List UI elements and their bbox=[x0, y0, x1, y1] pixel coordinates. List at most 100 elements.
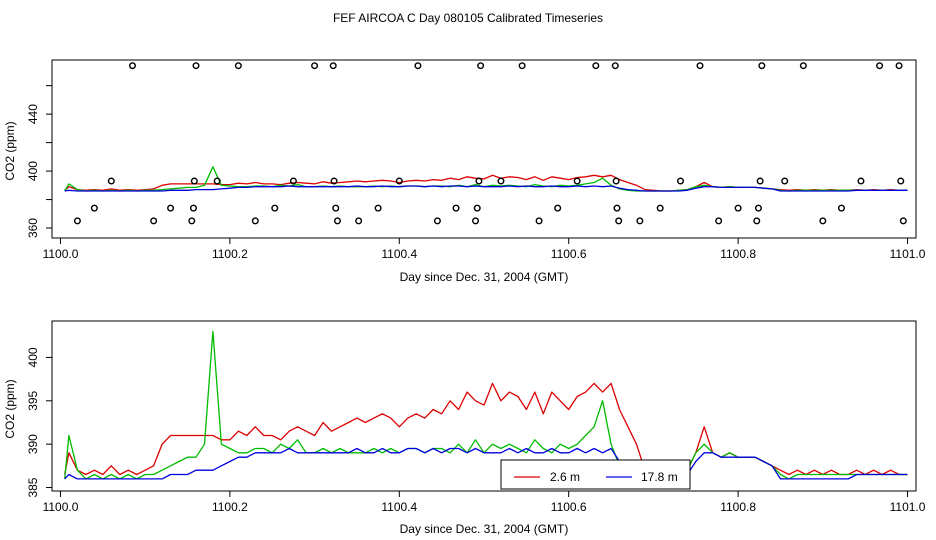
bottom-x-tick-label: 1100.8 bbox=[720, 500, 756, 514]
calibration-point bbox=[837, 204, 845, 212]
bottom-y-tick-label: 390 bbox=[26, 434, 40, 454]
calibration-point bbox=[472, 217, 480, 225]
calibration-point bbox=[799, 62, 807, 70]
top-calibration-points bbox=[73, 62, 907, 225]
calibration-point bbox=[73, 217, 81, 225]
calibration-point bbox=[128, 62, 136, 70]
calibration-point bbox=[271, 204, 279, 212]
calibration-point bbox=[333, 217, 341, 225]
calibration-point bbox=[636, 217, 644, 225]
calibration-point bbox=[656, 204, 664, 212]
top-series-2.6m bbox=[64, 174, 908, 192]
legend-box bbox=[500, 459, 691, 490]
calibration-point bbox=[414, 62, 422, 70]
top-plot-frame bbox=[51, 59, 917, 239]
calibration-point bbox=[189, 204, 197, 212]
calibration-point bbox=[734, 204, 742, 212]
calibration-point bbox=[395, 177, 403, 185]
top-x-tick-label: 1100.6 bbox=[551, 247, 587, 261]
calibration-point bbox=[234, 62, 242, 70]
bottom-series-2.6m bbox=[64, 382, 908, 480]
bottom-x-axis-label: Day since Dec. 31, 2004 (GMT) bbox=[400, 522, 569, 536]
bottom-x-tick-label: 1100.2 bbox=[212, 500, 248, 514]
top-y-tick-label: 360 bbox=[26, 218, 40, 238]
calibration-point bbox=[330, 177, 338, 185]
legend: 2.6 m 17.8 m bbox=[500, 459, 691, 490]
bottom-x-tick-label: 1101.0 bbox=[890, 500, 926, 514]
top-series-17.8m bbox=[64, 185, 908, 192]
bottom-y-axis-label: CO2 (ppm) bbox=[3, 379, 17, 438]
bottom-y-axis: 385 390 395 400 bbox=[26, 347, 52, 498]
calibration-point bbox=[677, 177, 685, 185]
calibration-point bbox=[433, 217, 441, 225]
calibration-point bbox=[518, 62, 526, 70]
top-x-tick-label: 1101.0 bbox=[890, 247, 926, 261]
top-y-axis: 360 400 440 bbox=[26, 85, 52, 238]
calibration-point bbox=[756, 177, 764, 185]
legend-label-2.6m: 2.6 m bbox=[550, 470, 580, 484]
calibration-point bbox=[90, 204, 98, 212]
calibration-point bbox=[535, 217, 543, 225]
calibration-point bbox=[753, 217, 761, 225]
calibration-point bbox=[573, 177, 581, 185]
calibration-point bbox=[897, 177, 905, 185]
calibration-point bbox=[819, 217, 827, 225]
top-y-tick-label: 400 bbox=[26, 161, 40, 181]
top-y-axis-label: CO2 (ppm) bbox=[3, 121, 17, 180]
calibration-point bbox=[857, 177, 865, 185]
calibration-point bbox=[374, 204, 382, 212]
top-x-tick-label: 1100.8 bbox=[720, 247, 756, 261]
bottom-series-lines bbox=[64, 330, 908, 480]
chart-title: FEF AIRCOA C Day 080105 Calibrated Times… bbox=[333, 11, 603, 25]
calibration-point bbox=[611, 62, 619, 70]
calibration-point bbox=[475, 177, 483, 185]
calibration-point bbox=[592, 62, 600, 70]
top-plot-panel: 1100.0 1100.2 1100.4 1100.6 1100.8 1101.0 360… bbox=[3, 59, 926, 284]
top-x-tick-label: 1100.0 bbox=[43, 247, 79, 261]
calibration-point bbox=[190, 177, 198, 185]
top-x-tick-label: 1100.2 bbox=[212, 247, 248, 261]
calibration-point bbox=[758, 62, 766, 70]
calibration-point bbox=[554, 204, 562, 212]
calibration-point bbox=[192, 62, 200, 70]
top-y-tick-label: 440 bbox=[26, 104, 40, 124]
bottom-y-tick-label: 385 bbox=[26, 477, 40, 497]
calibration-point bbox=[497, 177, 505, 185]
calibration-point bbox=[355, 217, 363, 225]
calibration-point bbox=[473, 204, 481, 212]
top-x-tick-label: 1100.4 bbox=[381, 247, 417, 261]
calibration-point bbox=[107, 177, 115, 185]
legend-label-17.8m: 17.8 m bbox=[641, 470, 678, 484]
calibration-point bbox=[781, 177, 789, 185]
calibration-point bbox=[251, 217, 259, 225]
bottom-series-c00bb00 bbox=[64, 330, 908, 480]
calibration-point bbox=[289, 177, 297, 185]
bottom-series-17.8m bbox=[64, 447, 908, 480]
calibration-point bbox=[311, 62, 319, 70]
calibration-point bbox=[167, 204, 175, 212]
bottom-y-tick-label: 395 bbox=[26, 390, 40, 410]
calibration-point bbox=[150, 217, 158, 225]
top-x-axis-label: Day since Dec. 31, 2004 (GMT) bbox=[400, 270, 569, 284]
bottom-x-axis: 1100.0 1100.2 1100.4 1100.6 1100.8 1101.0 bbox=[43, 491, 926, 514]
calibration-point bbox=[615, 217, 623, 225]
calibration-point bbox=[477, 62, 485, 70]
calibration-point bbox=[612, 177, 620, 185]
top-series-lines bbox=[64, 166, 908, 192]
calibration-point bbox=[715, 217, 723, 225]
calibration-point bbox=[613, 204, 621, 212]
calibration-point bbox=[899, 217, 907, 225]
top-x-axis: 1100.0 1100.2 1100.4 1100.6 1100.8 1101.0 bbox=[43, 238, 926, 261]
calibration-point bbox=[329, 62, 337, 70]
calibration-point bbox=[332, 204, 340, 212]
calibration-point bbox=[876, 62, 884, 70]
calibration-point bbox=[452, 204, 460, 212]
bottom-x-tick-label: 1100.4 bbox=[381, 500, 417, 514]
calibration-point bbox=[696, 62, 704, 70]
bottom-x-tick-label: 1100.0 bbox=[43, 500, 79, 514]
bottom-x-tick-label: 1100.6 bbox=[551, 500, 587, 514]
top-series-c00bb00 bbox=[64, 166, 908, 192]
bottom-plot-frame bbox=[51, 320, 917, 492]
calibration-point bbox=[895, 62, 903, 70]
